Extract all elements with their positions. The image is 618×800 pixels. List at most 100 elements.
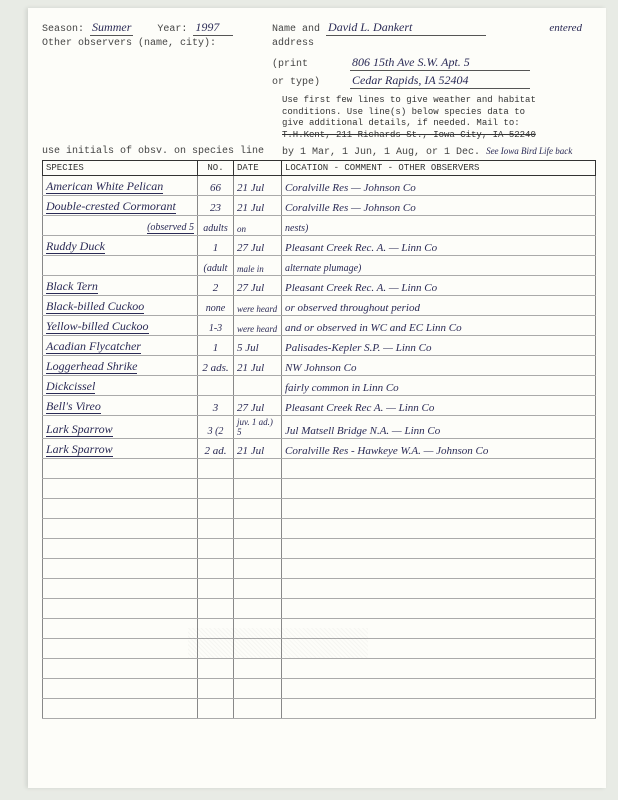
- note-left: use initials of obsv. on species line: [42, 146, 282, 158]
- header-row-4: or type) Cedar Rapids, IA 52404: [42, 73, 596, 89]
- cell-no: (adult: [198, 255, 234, 275]
- cell-date: [234, 538, 282, 558]
- scan-artifact: [188, 628, 368, 658]
- year-value: 1997: [193, 20, 233, 36]
- cell-location: Jul Matsell Bridge N.A. — Linn Co: [282, 415, 596, 438]
- cell-species: Black-billed Cuckoo: [43, 295, 198, 315]
- th-no: NO.: [198, 160, 234, 175]
- cell-location: [282, 538, 596, 558]
- table-row: Loggerhead Shrike2 ads.21 JulNW Johnson …: [43, 355, 596, 375]
- cell-no: [198, 658, 234, 678]
- cell-no: 3 (2: [198, 415, 234, 438]
- cell-location: Coralville Res — Johnson Co: [282, 175, 596, 195]
- cell-species: [43, 478, 198, 498]
- cell-no: [198, 698, 234, 718]
- cell-date: 21 Jul: [234, 175, 282, 195]
- cell-species: [43, 658, 198, 678]
- cell-date: [234, 678, 282, 698]
- table-row: American White Pelican6621 JulCoralville…: [43, 175, 596, 195]
- cell-date: [234, 598, 282, 618]
- table-row: [43, 478, 596, 498]
- cell-species: Ruddy Duck: [43, 235, 198, 255]
- cell-no: [198, 558, 234, 578]
- table-row: Acadian Flycatcher15 JulPalisades-Kepler…: [43, 335, 596, 355]
- cell-location: Palisades-Kepler S.P. — Linn Co: [282, 335, 596, 355]
- cell-species: Loggerhead Shrike: [43, 355, 198, 375]
- name-label: Name and: [272, 24, 320, 35]
- table-row: [43, 578, 596, 598]
- cell-species: [43, 678, 198, 698]
- cell-date: [234, 578, 282, 598]
- cell-no: 1-3: [198, 315, 234, 335]
- table-row: [43, 698, 596, 718]
- instructions-block: Use first few lines to give weather and …: [282, 95, 596, 142]
- other-obs-label: Other observers (name, city):: [42, 38, 216, 49]
- cell-species: Lark Sparrow: [43, 438, 198, 458]
- cell-date: 21 Jul: [234, 195, 282, 215]
- ortype-label: or type): [272, 77, 320, 88]
- table-row: [43, 598, 596, 618]
- cell-date: [234, 458, 282, 478]
- cell-location: or observed throughout period: [282, 295, 596, 315]
- cell-date: on: [234, 215, 282, 235]
- table-row: (observed 5adultsonnests): [43, 215, 596, 235]
- cell-no: 1: [198, 335, 234, 355]
- cell-no: 3: [198, 395, 234, 415]
- cell-species: [43, 618, 198, 638]
- table-row: Lark Sparrow3 (2juv. 1 ad.) 5Jul Matsell…: [43, 415, 596, 438]
- cell-date: 21 Jul: [234, 355, 282, 375]
- cell-location: [282, 578, 596, 598]
- cell-species: [43, 498, 198, 518]
- table-row: Black Tern227 JulPleasant Creek Rec. A. …: [43, 275, 596, 295]
- table-row: Ruddy Duck127 JulPleasant Creek Rec. A. …: [43, 235, 596, 255]
- cell-species: [43, 578, 198, 598]
- cell-species: [43, 698, 198, 718]
- cell-location: [282, 658, 596, 678]
- cell-date: were heard: [234, 315, 282, 335]
- table-row: [43, 458, 596, 478]
- cell-no: [198, 538, 234, 558]
- cell-date: [234, 498, 282, 518]
- cell-species: Double-crested Cormorant: [43, 195, 198, 215]
- cell-location: and or observed in WC and EC Linn Co: [282, 315, 596, 335]
- table-row: [43, 678, 596, 698]
- header-row-1: Season: Summer Year: 1997 Name and David…: [42, 20, 596, 36]
- table-row: [43, 498, 596, 518]
- header-row-2: Other observers (name, city): address: [42, 38, 596, 53]
- cell-species: [43, 458, 198, 478]
- cell-species: Lark Sparrow: [43, 415, 198, 438]
- cell-date: 27 Jul: [234, 395, 282, 415]
- cell-species: Dickcissel: [43, 375, 198, 395]
- cell-species: [43, 638, 198, 658]
- table-header-row: SPECIES NO. DATE LOCATION - COMMENT - OT…: [43, 160, 596, 175]
- cell-location: Pleasant Creek Rec. A. — Linn Co: [282, 235, 596, 255]
- cell-date: [234, 375, 282, 395]
- cell-date: [234, 518, 282, 538]
- cell-species: Bell's Vireo: [43, 395, 198, 415]
- cell-date: male in: [234, 255, 282, 275]
- season-label: Season:: [42, 24, 84, 35]
- table-row: [43, 518, 596, 538]
- instr-4: T.H.Kent, 211 Richards St., Iowa City, I…: [282, 130, 596, 142]
- cell-no: 1: [198, 235, 234, 255]
- instr-3: give additional details, if needed. Mail…: [282, 118, 596, 130]
- year-label: Year:: [157, 24, 187, 35]
- cell-no: [198, 678, 234, 698]
- cell-location: Coralville Res - Hawkeye W.A. — Johnson …: [282, 438, 596, 458]
- cell-species: [43, 518, 198, 538]
- cell-no: [198, 498, 234, 518]
- instr-2: conditions. Use line(s) below species da…: [282, 107, 596, 119]
- cell-date: 21 Jul: [234, 438, 282, 458]
- table-row: [43, 538, 596, 558]
- cell-no: 66: [198, 175, 234, 195]
- cell-no: [198, 598, 234, 618]
- instr-1: Use first few lines to give weather and …: [282, 95, 596, 107]
- th-date: DATE: [234, 160, 282, 175]
- cell-date: 5 Jul: [234, 335, 282, 355]
- cell-location: [282, 678, 596, 698]
- note-right: by 1 Mar, 1 Jun, 1 Aug, or 1 Dec. See Io…: [282, 146, 596, 158]
- cell-location: Coralville Res — Johnson Co: [282, 195, 596, 215]
- cell-species: [43, 255, 198, 275]
- table-row: Lark Sparrow2 ad.21 JulCoralville Res - …: [43, 438, 596, 458]
- cell-no: [198, 578, 234, 598]
